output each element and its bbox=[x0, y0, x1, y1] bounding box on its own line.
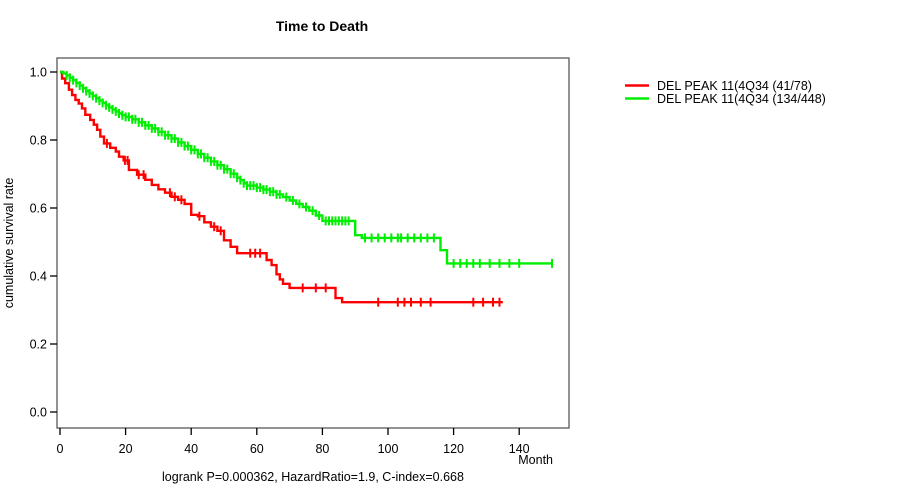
y-axis: 0.0 0.2 0.4 0.6 0.8 1.0 bbox=[30, 66, 57, 420]
x-tick-label: 60 bbox=[250, 442, 264, 456]
survival-curve-1 bbox=[60, 70, 503, 304]
curves-layer bbox=[60, 70, 553, 307]
legend: DEL PEAK 11(4Q34 (41/78) DEL PEAK 11(4Q3… bbox=[625, 79, 826, 106]
x-axis-label: Month bbox=[518, 453, 553, 467]
chart-title: Time to Death bbox=[276, 18, 368, 34]
x-tick-label: 0 bbox=[57, 442, 64, 456]
x-tick-label: 80 bbox=[315, 442, 329, 456]
survival-curve-2 bbox=[60, 70, 552, 265]
y-axis-label: cumulative survival rate bbox=[2, 178, 16, 309]
y-tick-label: 0.4 bbox=[30, 270, 47, 284]
legend-label-series-2: DEL PEAK 11(4Q34 (134/448) bbox=[657, 92, 826, 106]
x-tick-label: 40 bbox=[184, 442, 198, 456]
x-axis: 0 20 40 60 80 100 120 140 bbox=[57, 428, 530, 456]
x-tick-label: 20 bbox=[119, 442, 133, 456]
y-tick-label: 0.8 bbox=[30, 134, 47, 148]
x-tick-label: 120 bbox=[443, 442, 464, 456]
y-tick-label: 1.0 bbox=[30, 66, 47, 80]
plot-box bbox=[56, 57, 570, 429]
y-tick-label: 0.2 bbox=[30, 338, 47, 352]
y-tick-label: 0.0 bbox=[30, 406, 47, 420]
stats-annotation: logrank P=0.000362, HazardRatio=1.9, C-i… bbox=[162, 470, 464, 484]
legend-label-series-1: DEL PEAK 11(4Q34 (41/78) bbox=[657, 79, 812, 93]
x-tick-label: 100 bbox=[378, 442, 399, 456]
x-tick-label: 140 bbox=[509, 442, 530, 456]
y-tick-label: 0.6 bbox=[30, 202, 47, 216]
